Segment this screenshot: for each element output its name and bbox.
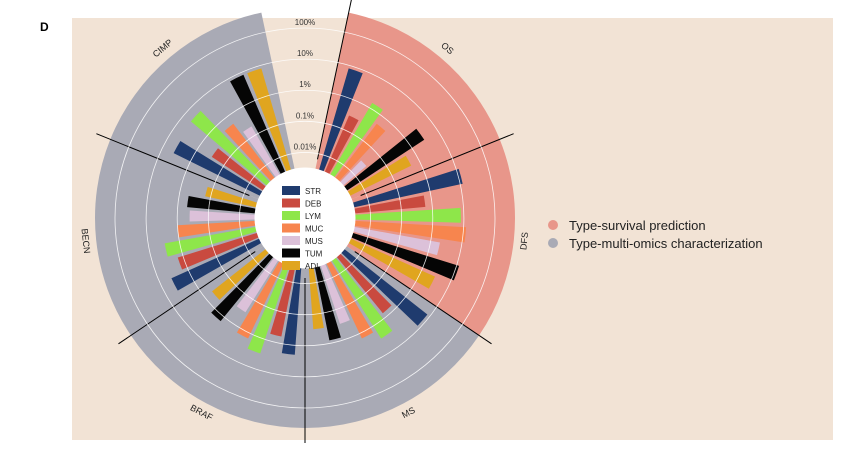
bar-os-deb — [324, 115, 359, 175]
bar-cimp-deb — [211, 148, 266, 191]
sector-divider — [316, 0, 352, 160]
tissue-swatch-adi — [282, 261, 300, 270]
tissue-label-mus: MUS — [305, 237, 323, 246]
bar-braf-muc — [236, 260, 284, 339]
bar-cimp-lym — [190, 110, 271, 186]
ring-tick-label: 1% — [299, 80, 311, 89]
tissue-label-muc: MUC — [305, 225, 323, 234]
sector-divider — [118, 251, 256, 345]
sector-divider — [96, 133, 250, 196]
sector-dfs — [346, 139, 515, 336]
ring-gridline — [176, 89, 434, 347]
ring-gridline — [239, 152, 371, 284]
bar-dfs-adi — [348, 238, 436, 289]
sector-becn — [94, 139, 264, 336]
bars — [96, 0, 514, 443]
bar-os-tum — [344, 128, 425, 191]
group-label-cimp: CIMP — [151, 37, 175, 59]
bar-cimp-muc — [224, 123, 275, 182]
bar-braf-mus — [236, 257, 279, 313]
group-label-os: OS — [439, 40, 455, 56]
bar-os-muc — [335, 123, 386, 182]
tissue-label-tum: TUM — [305, 250, 323, 259]
bar-braf-str — [281, 267, 302, 355]
bar-dfs-mus — [353, 226, 440, 256]
legend-label: Type-survival prediction — [569, 217, 706, 233]
ring-tick-label: 0.1% — [296, 111, 314, 120]
tissue-swatch-str — [282, 186, 300, 195]
ring-gridlines — [114, 27, 496, 409]
tissue-swatch-mus — [282, 236, 300, 245]
center-legend: STR DEB LYM MUC MUS TUM ADI — [254, 167, 356, 271]
tissue-swatch-deb — [282, 198, 300, 208]
group-label-ms: MS — [400, 405, 417, 420]
legend: Type-survival prediction Type-multi-omic… — [548, 216, 763, 252]
bar-becn-adi — [205, 186, 258, 208]
bar-ms-deb — [336, 253, 392, 314]
bar-os-adi — [347, 155, 412, 196]
bar-cimp-str — [173, 140, 263, 196]
tissue-label-deb: DEB — [305, 200, 321, 209]
sector-divider — [354, 251, 492, 345]
group-label-becn: BECN — [80, 228, 93, 254]
ring-tick-label: 100% — [295, 18, 315, 27]
legend-label: Type-multi-omics characterization — [569, 235, 763, 251]
center-circle — [254, 167, 356, 269]
bar-ms-muc — [326, 260, 374, 339]
legend-dot-icon — [548, 220, 558, 230]
tissue-swatch-lym — [282, 211, 300, 220]
bar-dfs-deb — [354, 195, 426, 214]
ring-gridline — [145, 58, 465, 378]
bar-braf-deb — [270, 265, 296, 337]
ring-gridline — [207, 120, 403, 315]
bar-braf-tum — [211, 253, 274, 322]
ring-tick-label: 10% — [297, 49, 313, 58]
group-label-dfs: DFS — [518, 232, 530, 251]
bar-becn-deb — [177, 232, 259, 270]
legend-item-survival: Type-survival prediction — [548, 216, 763, 234]
bar-dfs-lym — [354, 207, 461, 223]
bar-os-str — [319, 68, 363, 172]
panel-label: D — [40, 20, 49, 34]
bar-dfs-str — [352, 168, 463, 208]
legend-item-multiomics: Type-multi-omics characterization — [548, 234, 763, 252]
tissue-swatch-tum — [282, 248, 300, 258]
ring-gridline — [114, 27, 496, 409]
bar-cimp-mus — [243, 126, 280, 178]
bar-ms-tum — [314, 265, 341, 341]
bar-braf-adi — [212, 248, 269, 300]
sector-divider — [360, 133, 514, 196]
tissue-label-lym: LYM — [305, 212, 321, 221]
tissue-swatch-muc — [282, 223, 300, 233]
bar-becn-tum — [187, 195, 256, 214]
bar-ms-lym — [331, 257, 393, 339]
tissue-label-str: STR — [305, 187, 321, 196]
bar-cimp-adi — [247, 68, 291, 172]
bar-becn-mus — [189, 210, 256, 222]
bar-becn-lym — [164, 226, 257, 257]
bar-dfs-tum — [351, 232, 460, 281]
bar-braf-lym — [247, 263, 290, 354]
ring-tick-label: 0.01% — [294, 142, 317, 151]
bar-becn-str — [171, 238, 262, 291]
bar-os-lym — [330, 102, 383, 178]
bar-dfs-muc — [354, 220, 467, 243]
bar-ms-mus — [320, 263, 350, 324]
bar-cimp-tum — [230, 74, 286, 175]
legend-dot-icon — [548, 238, 558, 248]
bar-becn-muc — [177, 220, 256, 238]
bar-ms-str — [341, 248, 428, 326]
tissue-label-adi: ADI — [305, 262, 318, 271]
